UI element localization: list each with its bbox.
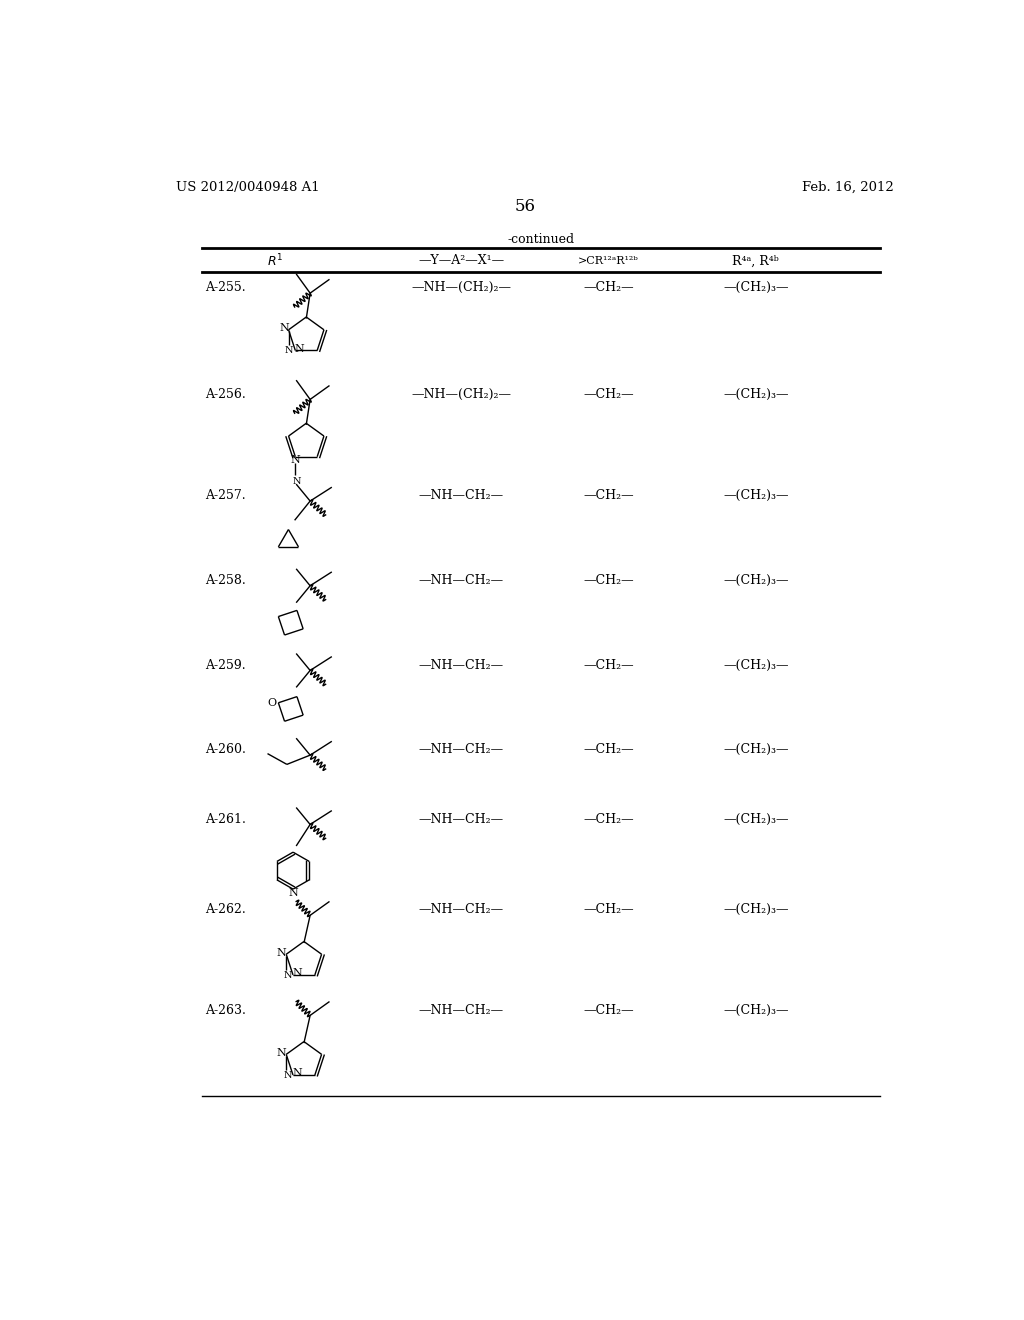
Text: A-262.: A-262.: [206, 903, 246, 916]
Text: N: N: [280, 323, 290, 333]
Text: —CH₂—: —CH₂—: [584, 659, 634, 672]
Text: A-257.: A-257.: [206, 490, 246, 502]
Text: —(CH₂)₃—: —(CH₂)₃—: [723, 659, 788, 672]
Text: N: N: [292, 1068, 302, 1078]
Text: R⁴ᵃ, R⁴ᵇ: R⁴ᵃ, R⁴ᵇ: [732, 255, 779, 268]
Text: N: N: [291, 455, 300, 465]
Text: —(CH₂)₃—: —(CH₂)₃—: [723, 813, 788, 825]
Text: N: N: [284, 1072, 292, 1080]
Text: —NH—CH₂—: —NH—CH₂—: [419, 659, 504, 672]
Text: >CR¹²ᵃR¹²ᵇ: >CR¹²ᵃR¹²ᵇ: [579, 256, 639, 265]
Text: N: N: [292, 969, 302, 978]
Text: A-259.: A-259.: [206, 659, 246, 672]
Text: A-256.: A-256.: [206, 388, 246, 400]
Text: —NH—CH₂—: —NH—CH₂—: [419, 743, 504, 756]
Text: —CH₂—: —CH₂—: [584, 388, 634, 400]
Text: —Y—A²—X¹—: —Y—A²—X¹—: [418, 255, 504, 268]
Text: —NH—CH₂—: —NH—CH₂—: [419, 490, 504, 502]
Text: N: N: [284, 972, 292, 981]
Text: A-263.: A-263.: [206, 1003, 247, 1016]
Text: —NH—CH₂—: —NH—CH₂—: [419, 1003, 504, 1016]
Text: —CH₂—: —CH₂—: [584, 281, 634, 294]
Text: —(CH₂)₃—: —(CH₂)₃—: [723, 490, 788, 502]
Text: 56: 56: [514, 198, 536, 215]
Text: —CH₂—: —CH₂—: [584, 574, 634, 587]
Text: -continued: -continued: [507, 232, 574, 246]
Text: —CH₂—: —CH₂—: [584, 1003, 634, 1016]
Text: —NH—CH₂—: —NH—CH₂—: [419, 813, 504, 825]
Text: —(CH₂)₃—: —(CH₂)₃—: [723, 281, 788, 294]
Text: —CH₂—: —CH₂—: [584, 813, 634, 825]
Text: N: N: [293, 477, 301, 486]
Text: —(CH₂)₃—: —(CH₂)₃—: [723, 388, 788, 400]
Text: —CH₂—: —CH₂—: [584, 743, 634, 756]
Text: —(CH₂)₃—: —(CH₂)₃—: [723, 574, 788, 587]
Text: A-255.: A-255.: [206, 281, 246, 294]
Text: US 2012/0040948 A1: US 2012/0040948 A1: [176, 181, 319, 194]
Text: —CH₂—: —CH₂—: [584, 903, 634, 916]
Text: N: N: [276, 1048, 287, 1057]
Text: N: N: [276, 948, 287, 958]
Text: A-258.: A-258.: [206, 574, 246, 587]
Text: O: O: [267, 698, 276, 708]
Text: —(CH₂)₃—: —(CH₂)₃—: [723, 743, 788, 756]
Text: N: N: [288, 888, 298, 898]
Text: —NH—(CH₂)₂—: —NH—(CH₂)₂—: [412, 388, 511, 400]
Text: A-261.: A-261.: [206, 813, 247, 825]
Text: N: N: [294, 345, 304, 354]
Text: —CH₂—: —CH₂—: [584, 490, 634, 502]
Text: A-260.: A-260.: [206, 743, 247, 756]
Text: —NH—(CH₂)₂—: —NH—(CH₂)₂—: [412, 281, 511, 294]
Text: —(CH₂)₃—: —(CH₂)₃—: [723, 1003, 788, 1016]
Text: —NH—CH₂—: —NH—CH₂—: [419, 903, 504, 916]
Text: —(CH₂)₃—: —(CH₂)₃—: [723, 903, 788, 916]
Text: Feb. 16, 2012: Feb. 16, 2012: [802, 181, 894, 194]
Text: $R^{1}$: $R^{1}$: [267, 252, 284, 269]
Text: —NH—CH₂—: —NH—CH₂—: [419, 574, 504, 587]
Text: N: N: [285, 346, 293, 355]
